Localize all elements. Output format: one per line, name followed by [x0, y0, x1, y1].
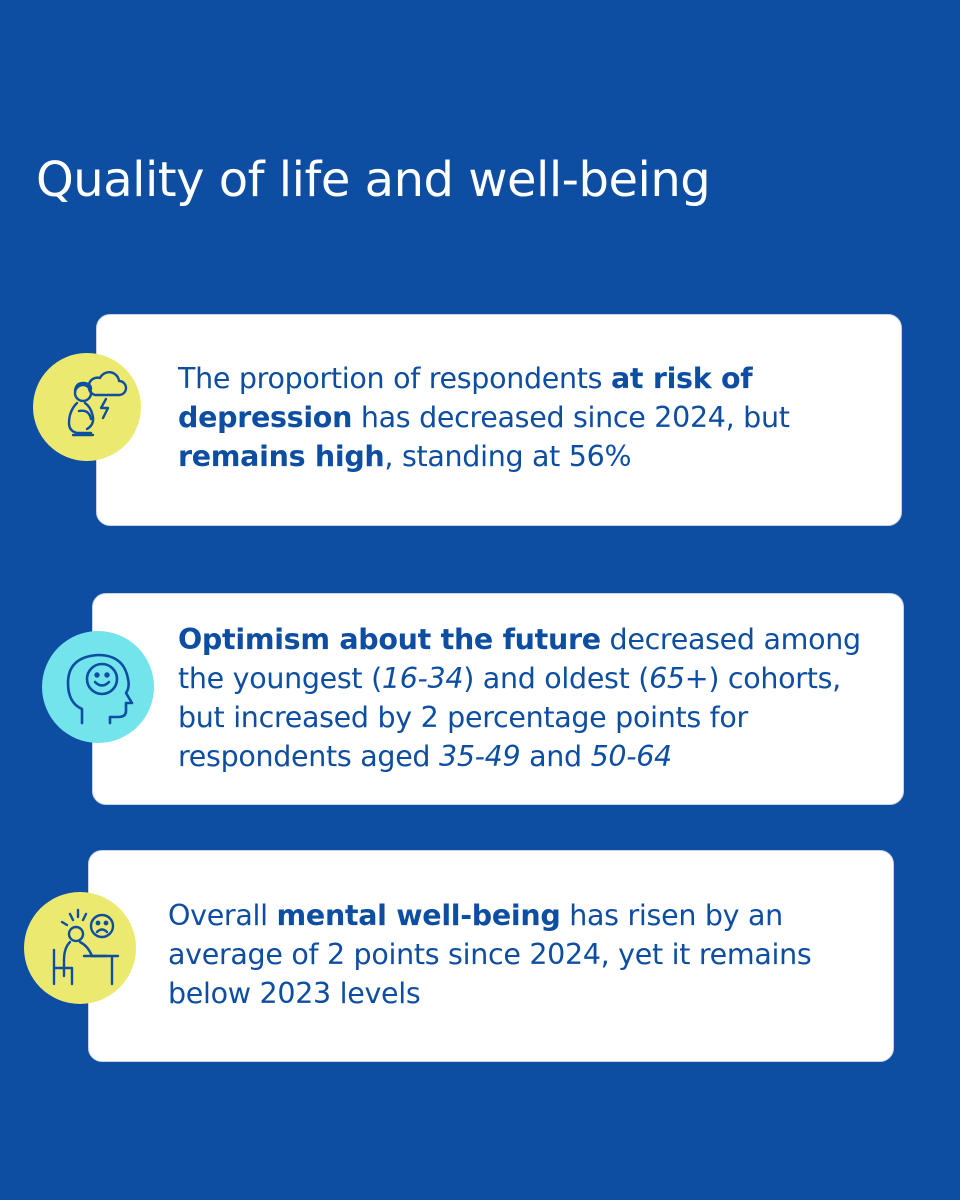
stressed-person-desk-icon: [24, 892, 136, 1004]
card-text-depression: The proportion of respondents at risk of…: [178, 362, 790, 473]
depressed-person-storm-icon: [33, 353, 141, 461]
info-card-mental-wellbeing: [88, 850, 894, 1062]
happy-mind-head-icon: [42, 631, 154, 743]
info-card-optimism: [92, 593, 904, 805]
info-card-depression: [96, 314, 902, 526]
card-text-mental-wellbeing: Overall mental well-being has risen by a…: [168, 899, 812, 1010]
card-text-optimism: Optimism about the future decreased amon…: [178, 623, 861, 773]
page-title: Quality of life and well-being: [36, 152, 711, 208]
